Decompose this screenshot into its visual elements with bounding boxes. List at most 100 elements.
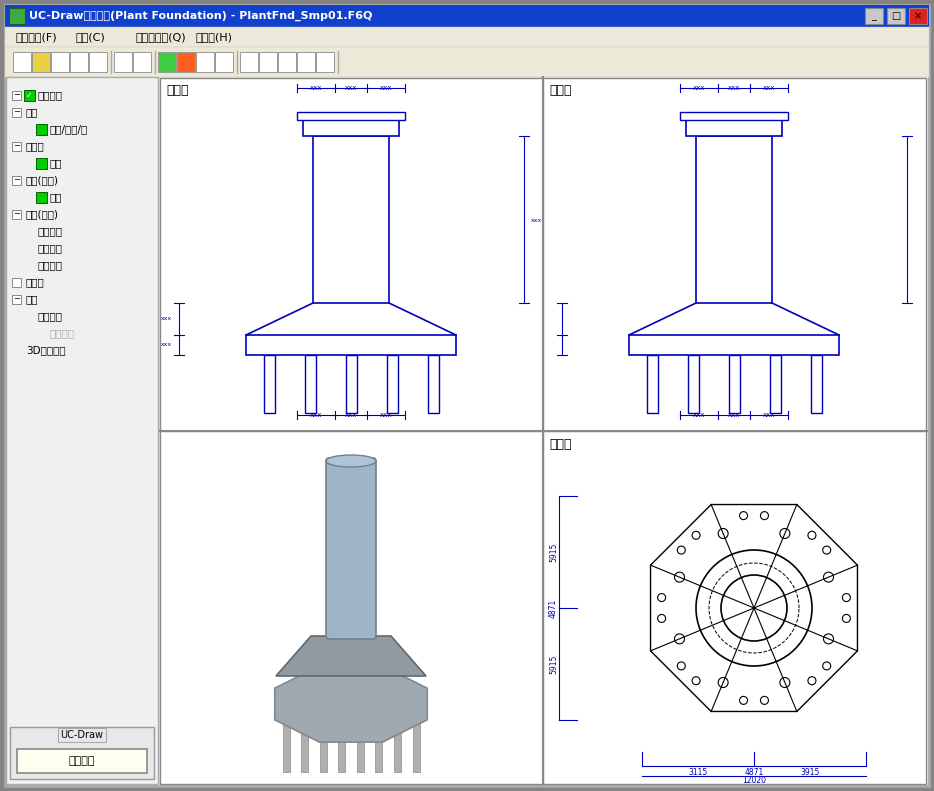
Bar — [12, 176, 21, 185]
Circle shape — [842, 593, 850, 601]
Bar — [13, 52, 31, 72]
FancyBboxPatch shape — [326, 458, 376, 639]
Bar — [51, 52, 69, 72]
Text: xxx: xxx — [763, 412, 775, 418]
Bar — [12, 91, 21, 100]
Circle shape — [780, 678, 790, 687]
Bar — [160, 78, 543, 431]
Text: xxx: xxx — [345, 85, 357, 91]
Circle shape — [824, 572, 833, 582]
Bar — [70, 52, 88, 72]
Bar — [12, 278, 21, 287]
Bar — [346, 355, 357, 413]
Text: 3D配筋生成: 3D配筋生成 — [26, 345, 65, 355]
Circle shape — [677, 662, 686, 670]
Bar — [6, 77, 158, 784]
Bar — [5, 27, 929, 47]
Bar — [338, 707, 346, 772]
Text: xxx: xxx — [310, 412, 322, 418]
Text: 5915: 5915 — [549, 654, 558, 674]
Text: 鉄筋入力: 鉄筋入力 — [38, 243, 63, 253]
Bar — [297, 112, 405, 120]
Text: _: _ — [871, 11, 876, 21]
Text: xxx: xxx — [380, 85, 392, 91]
Circle shape — [658, 593, 666, 601]
Circle shape — [740, 696, 747, 704]
Bar — [297, 52, 315, 72]
Bar — [301, 707, 308, 772]
Ellipse shape — [326, 455, 376, 467]
Text: □: □ — [891, 11, 900, 21]
FancyBboxPatch shape — [17, 749, 147, 773]
Text: xxx: xxx — [345, 412, 357, 418]
Bar — [688, 355, 699, 413]
Bar — [196, 52, 214, 72]
Text: 3915: 3915 — [800, 768, 820, 777]
Bar — [865, 8, 883, 24]
Circle shape — [692, 532, 700, 539]
Text: 3115: 3115 — [688, 768, 708, 777]
Text: 基礎: 基礎 — [50, 192, 63, 202]
Text: xxx: xxx — [310, 85, 322, 91]
Polygon shape — [275, 666, 427, 742]
Text: ×: × — [914, 11, 922, 21]
Circle shape — [808, 532, 816, 539]
Bar — [160, 431, 543, 784]
Circle shape — [823, 546, 830, 554]
Text: 正面図: 正面図 — [166, 85, 189, 97]
Text: −: − — [13, 90, 20, 100]
Text: xxx: xxx — [693, 85, 705, 91]
Bar — [729, 355, 740, 413]
Text: −: − — [13, 108, 20, 116]
FancyBboxPatch shape — [10, 727, 154, 779]
Bar — [158, 52, 176, 72]
Text: 柱状図: 柱状図 — [26, 277, 45, 287]
Text: xxx: xxx — [693, 412, 705, 418]
Text: 12020: 12020 — [742, 776, 766, 785]
Bar — [316, 52, 334, 72]
Text: xxx: xxx — [161, 316, 172, 321]
Bar — [114, 52, 132, 72]
Bar — [305, 355, 316, 413]
Bar — [259, 52, 277, 72]
Text: 鉄筋(簡易): 鉄筋(簡易) — [26, 175, 59, 185]
Circle shape — [780, 528, 790, 539]
Circle shape — [760, 512, 769, 520]
Bar — [303, 120, 399, 136]
Text: 鉄筋(詳細): 鉄筋(詳細) — [26, 209, 59, 219]
Bar — [387, 355, 398, 413]
Text: 図面確認: 図面確認 — [50, 328, 75, 338]
Bar — [12, 108, 21, 117]
Text: UC-Draw: UC-Draw — [61, 730, 104, 740]
Bar — [24, 90, 35, 101]
Bar — [375, 707, 382, 772]
Text: 平面図: 平面図 — [549, 437, 572, 451]
Text: 鉄筋一覧: 鉄筋一覧 — [38, 260, 63, 270]
Polygon shape — [276, 636, 426, 676]
Bar — [811, 355, 822, 413]
Text: xxx: xxx — [728, 85, 740, 91]
Bar — [177, 52, 195, 72]
Circle shape — [824, 634, 833, 644]
Text: −: − — [13, 210, 20, 218]
Circle shape — [740, 512, 747, 520]
Circle shape — [677, 546, 686, 554]
Bar — [357, 707, 363, 772]
Text: 条件(C): 条件(C) — [75, 32, 105, 42]
Text: xxx: xxx — [763, 85, 775, 91]
Text: xxx: xxx — [728, 412, 740, 418]
Bar — [246, 335, 456, 355]
Text: ✓: ✓ — [26, 90, 33, 100]
Text: UC-Drawツールズ(Plant Foundation) - PlantFnd_Smp01.F6Q: UC-Drawツールズ(Plant Foundation) - PlantFnd… — [29, 11, 373, 21]
Bar — [12, 210, 21, 219]
Circle shape — [692, 677, 700, 685]
Text: かぶり: かぶり — [26, 141, 45, 151]
Bar — [12, 295, 21, 304]
Bar — [282, 707, 290, 772]
Bar — [9, 8, 25, 24]
Text: −: − — [13, 176, 20, 184]
Text: 側面図: 側面図 — [549, 85, 572, 97]
Bar — [313, 136, 389, 303]
Polygon shape — [650, 505, 857, 711]
Text: 図面: 図面 — [26, 294, 38, 304]
